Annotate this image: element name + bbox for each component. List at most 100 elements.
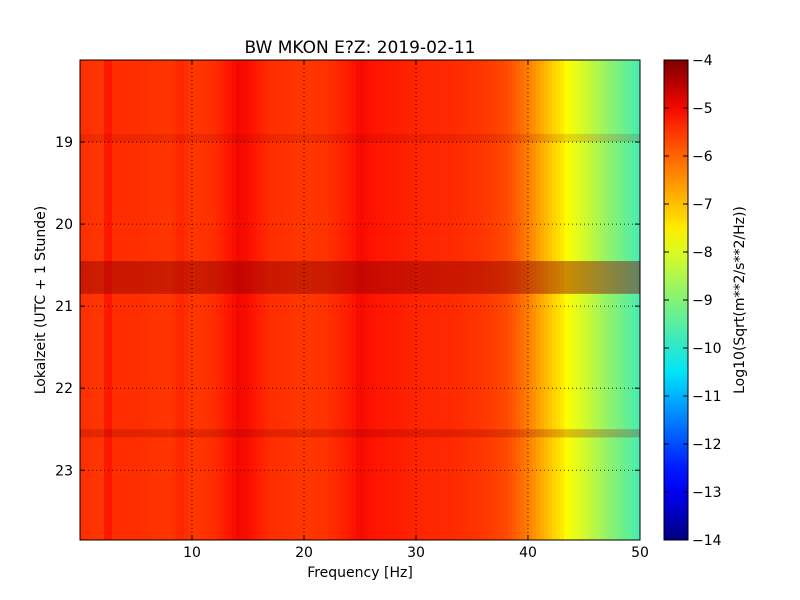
spectrogram-column <box>320 60 325 540</box>
spectrogram-column <box>508 60 513 540</box>
spectrogram-column <box>444 60 449 540</box>
plot-frame <box>79 59 641 541</box>
spectrogram-column <box>148 60 153 540</box>
spectrogram-column <box>160 60 165 540</box>
spectrogram-column <box>152 60 157 540</box>
spectrogram-column <box>512 60 517 540</box>
spectrogram-column <box>360 60 365 540</box>
spectrogram-column <box>576 60 581 540</box>
spectrogram-column <box>240 60 245 540</box>
y-tick-label: 19 <box>55 135 73 151</box>
spectrogram-column <box>316 60 321 540</box>
spectrogram-column <box>112 60 117 540</box>
spectrogram-column <box>92 60 97 540</box>
spectrogram-column <box>548 60 553 540</box>
spectrogram-column <box>292 60 297 540</box>
spectrogram-column <box>204 60 209 540</box>
y-axis-label: Lokalzeit (UTC + 1 Stunde) <box>33 206 49 395</box>
spectrogram-column <box>216 60 221 540</box>
spectrogram-column <box>144 60 149 540</box>
spectrogram-column <box>352 60 357 540</box>
spectrogram-column <box>104 60 109 540</box>
spectrogram-column <box>348 60 353 540</box>
spectrogram-column <box>80 60 85 540</box>
spectrogram-column <box>616 60 621 540</box>
spectrogram-column <box>252 60 257 540</box>
spectrogram-column <box>588 60 593 540</box>
colorbar-tick-label: −7 <box>692 197 713 213</box>
x-axis-label: Frequency [Hz] <box>307 565 413 581</box>
spectrogram-column <box>224 60 229 540</box>
spectrogram-column <box>364 60 369 540</box>
spectrogram-column <box>196 60 201 540</box>
spectrogram-column <box>124 60 129 540</box>
spectrogram-column <box>488 60 493 540</box>
spectrogram-column <box>540 60 545 540</box>
spectrogram-column <box>560 60 565 540</box>
spectrogram-column <box>284 60 289 540</box>
spectrogram-column <box>328 60 333 540</box>
spectrogram-column <box>516 60 521 540</box>
x-tick-label: 20 <box>295 545 313 561</box>
x-tick-label: 50 <box>631 545 649 561</box>
y-tick-label: 20 <box>55 217 73 233</box>
spectrogram-column <box>200 60 205 540</box>
spectrogram-column <box>544 60 549 540</box>
spectrogram-column <box>476 60 481 540</box>
colorbar-tick-label: −9 <box>692 293 713 309</box>
spectrogram-column <box>168 60 173 540</box>
spectrogram-column <box>176 60 181 540</box>
spectrogram-column <box>464 60 469 540</box>
spectrogram-column <box>132 60 137 540</box>
spectrogram-column <box>552 60 557 540</box>
spectrogram-column <box>584 60 589 540</box>
colorbar-tick-label: −5 <box>692 101 713 117</box>
x-tick-label: 10 <box>183 545 201 561</box>
spectrogram-column <box>608 60 613 540</box>
spectrogram-column <box>620 60 625 540</box>
colorbar-tick-label: −10 <box>692 341 722 357</box>
spectrogram-column <box>412 60 417 540</box>
time-feature-band <box>80 261 640 294</box>
spectrogram-column <box>472 60 477 540</box>
colorbar-tick-label: −11 <box>692 389 722 405</box>
spectrogram-column <box>408 60 413 540</box>
time-feature-band <box>80 133 640 143</box>
y-axis-ticks: 19 20 21 22 23 <box>55 135 640 479</box>
spectrogram-column <box>600 60 605 540</box>
spectrogram-column <box>452 60 457 540</box>
spectrogram-column <box>220 60 225 540</box>
colorbar-ticks: −4 −5 −6 −7 −8 −9 −10 −11 −12 −13 −14 <box>664 53 722 549</box>
spectrogram-column <box>184 60 189 540</box>
spectrogram-column <box>192 60 197 540</box>
spectrogram-column <box>88 60 93 540</box>
spectrogram-column <box>128 60 133 540</box>
spectrogram-column <box>580 60 585 540</box>
x-tick-label: 40 <box>519 545 537 561</box>
spectrogram-column <box>404 60 409 540</box>
spectrogram-column <box>180 60 185 540</box>
grid-lines <box>80 60 640 540</box>
spectrogram-column <box>380 60 385 540</box>
spectrogram-heatmap <box>80 60 640 540</box>
spectrogram-column <box>528 60 533 540</box>
spectrogram-column <box>384 60 389 540</box>
y-tick-label: 22 <box>55 381 73 397</box>
colorbar-tick-label: −6 <box>692 149 713 165</box>
spectrogram-column <box>432 60 437 540</box>
spectrogram-column <box>116 60 121 540</box>
spectrogram-column <box>248 60 253 540</box>
spectrogram-column <box>208 60 213 540</box>
spectrogram-column <box>496 60 501 540</box>
spectrogram-column <box>136 60 141 540</box>
spectrogram-column <box>84 60 89 540</box>
colorbar-tick-label: −12 <box>692 437 722 453</box>
spectrogram-column <box>300 60 305 540</box>
x-tick-label: 30 <box>407 545 425 561</box>
spectrogram-column <box>188 60 193 540</box>
spectrogram-column <box>120 60 125 540</box>
spectrogram-column <box>440 60 445 540</box>
spectrogram-column <box>392 60 397 540</box>
spectrogram-column <box>504 60 509 540</box>
